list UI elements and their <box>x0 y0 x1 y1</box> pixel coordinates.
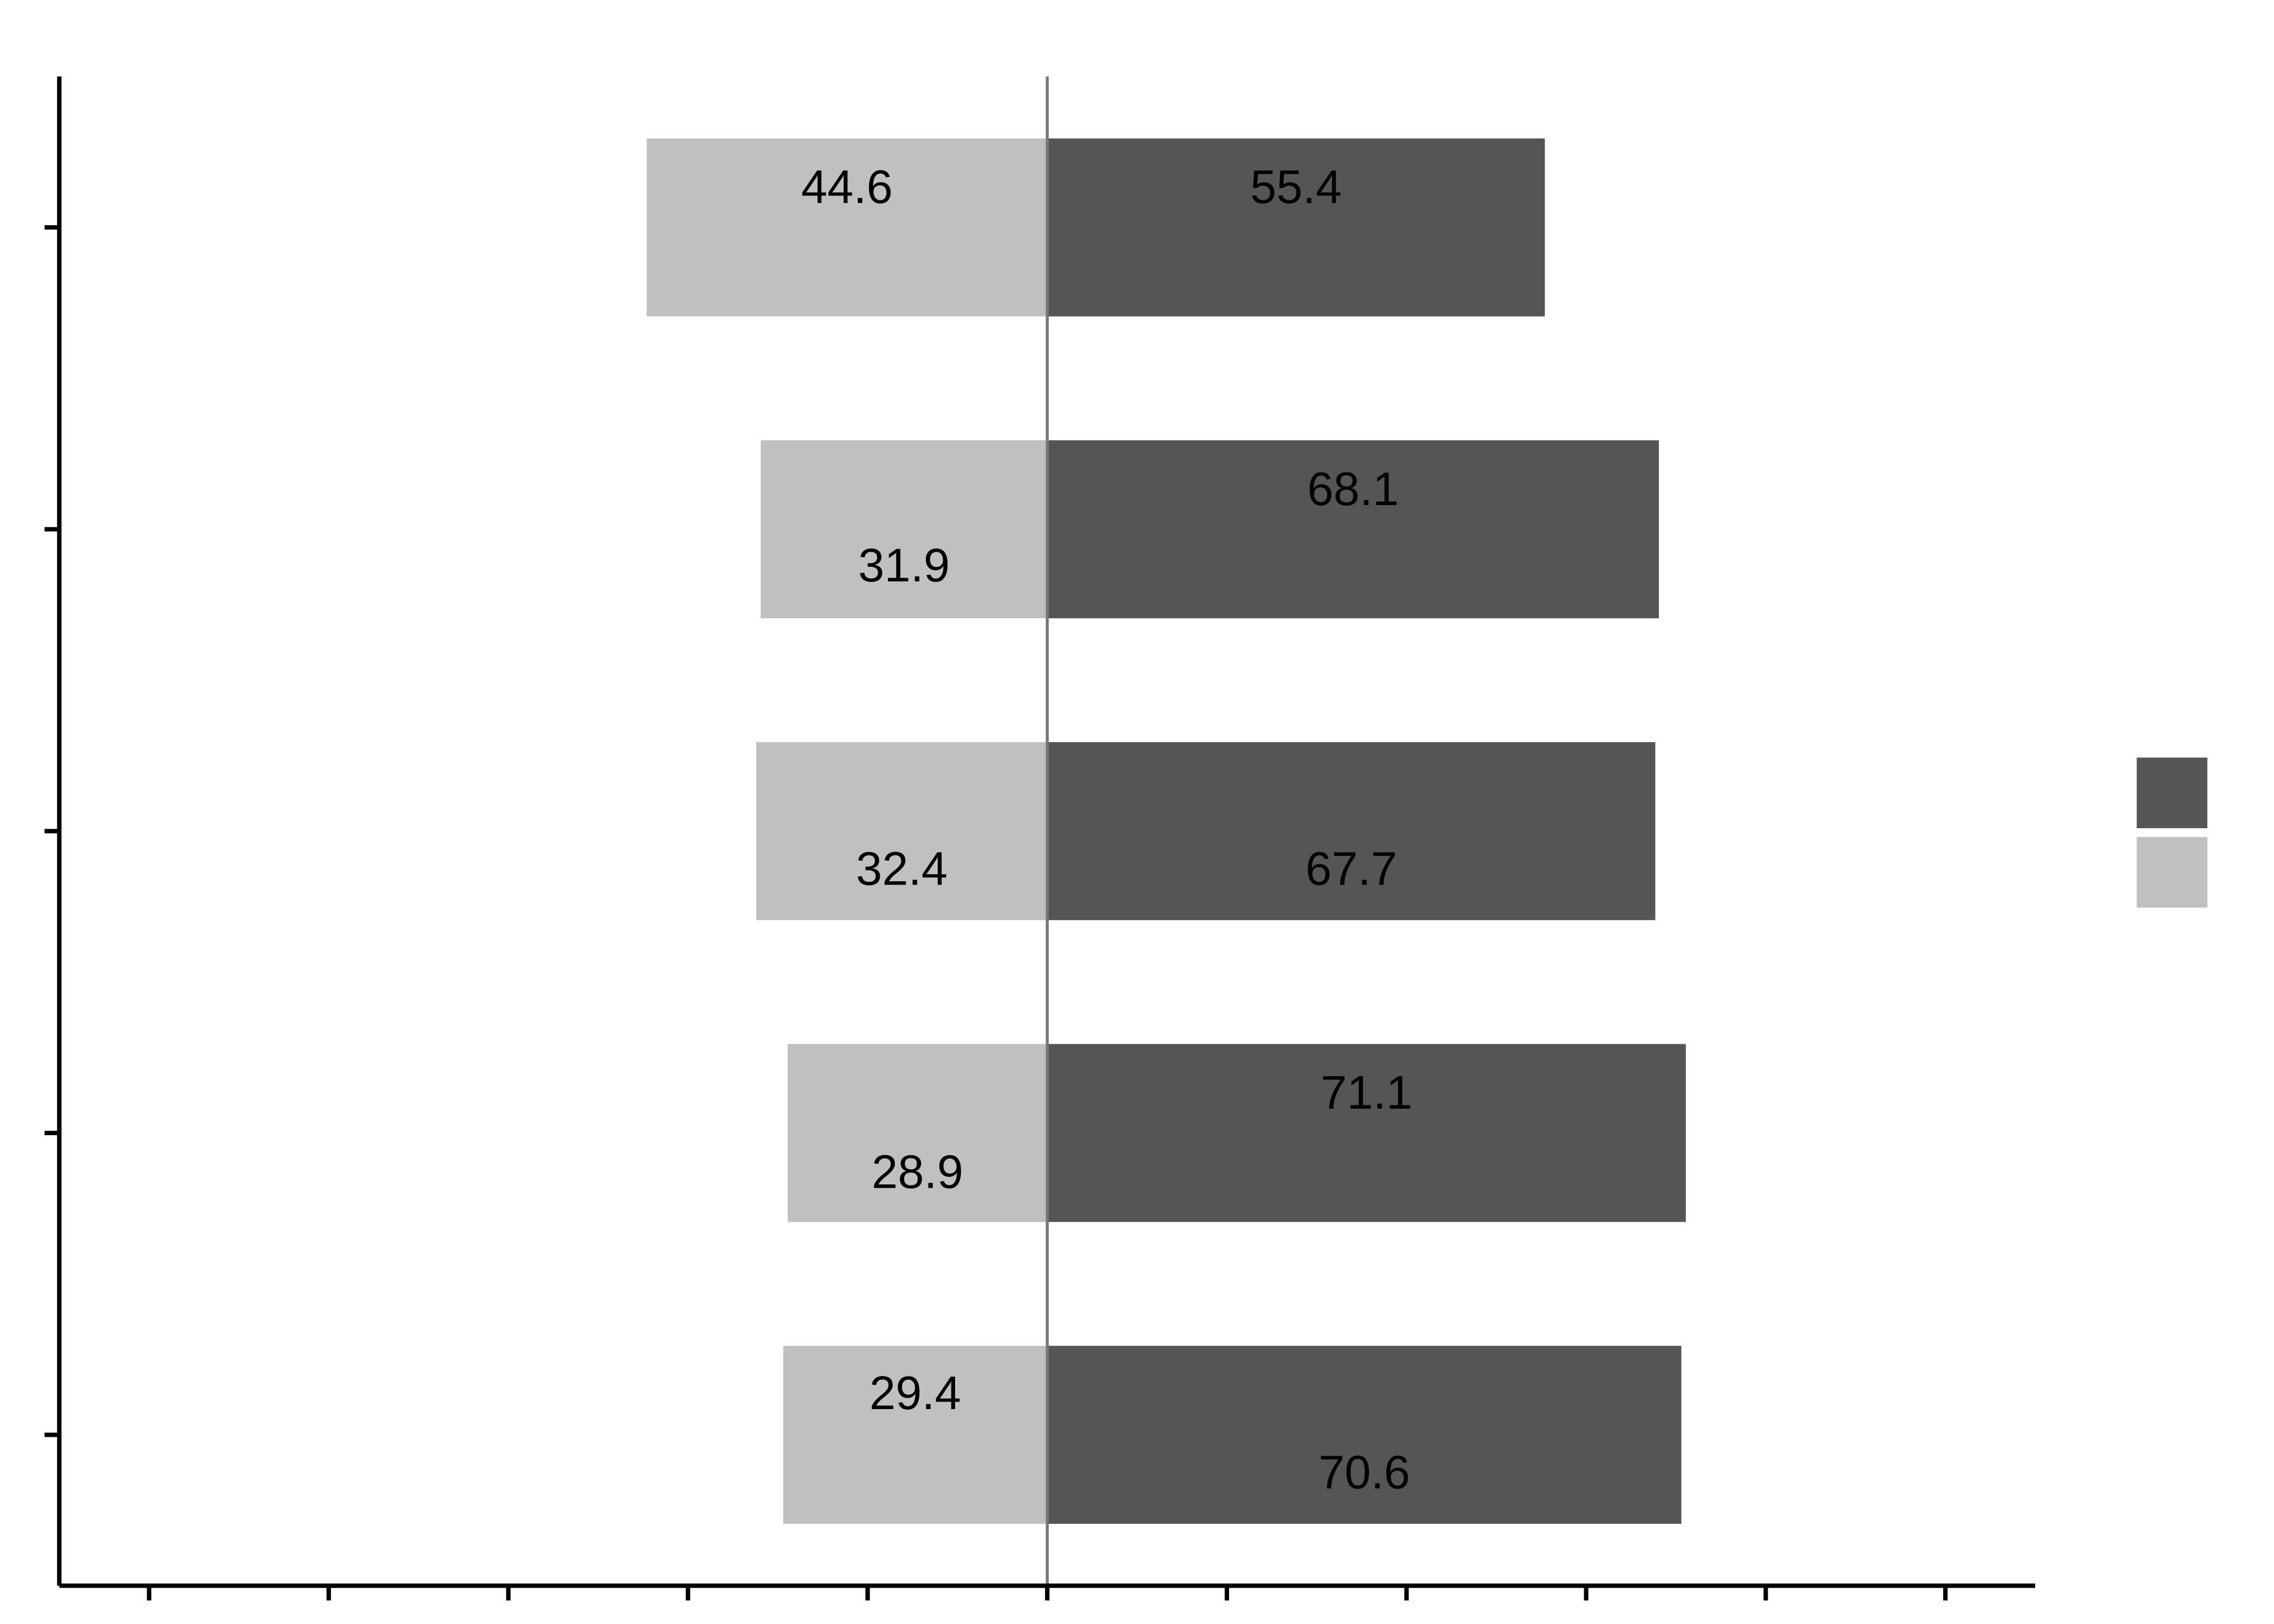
bar <box>1047 742 1656 920</box>
bar <box>646 138 1048 317</box>
value-label: 68.1 <box>1307 463 1399 515</box>
bar <box>1047 1044 1686 1222</box>
value-label: 32.4 <box>856 842 948 895</box>
value-label: 67.7 <box>1305 842 1397 895</box>
bar <box>787 1044 1048 1222</box>
bar <box>756 742 1048 920</box>
value-label: 55.4 <box>1250 161 1342 213</box>
bar <box>761 440 1048 619</box>
value-label: 29.4 <box>870 1367 961 1419</box>
legend-swatch <box>2136 757 2207 828</box>
bar <box>1047 440 1659 619</box>
bar <box>1047 138 1545 317</box>
value-label: 28.9 <box>872 1146 963 1199</box>
legend-swatch <box>2136 837 2207 908</box>
value-label: 70.6 <box>1318 1446 1410 1499</box>
value-label: 44.6 <box>801 161 893 213</box>
value-label: 71.1 <box>1321 1066 1412 1119</box>
bar <box>783 1346 1048 1524</box>
bar <box>1047 1346 1682 1524</box>
value-label: 31.9 <box>858 539 950 592</box>
